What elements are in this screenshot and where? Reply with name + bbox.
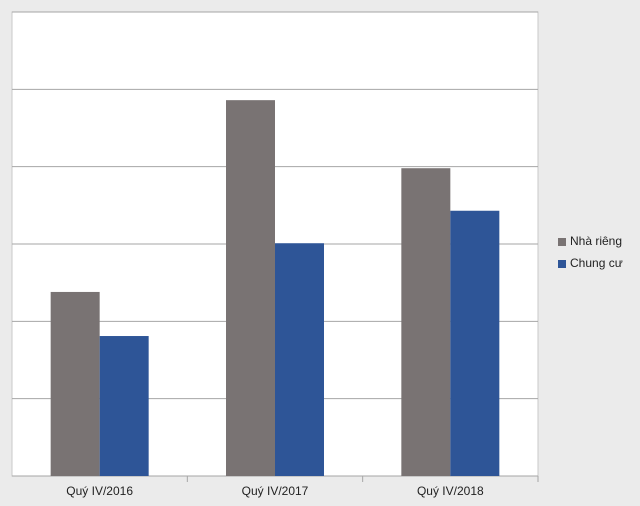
legend-swatch xyxy=(558,238,566,246)
bar xyxy=(275,243,324,476)
bar xyxy=(99,336,149,476)
bar xyxy=(450,210,500,476)
legend-label: Nhà riêng xyxy=(570,234,622,248)
legend-swatch xyxy=(558,260,566,268)
x-tick-label: Quý IV/2018 xyxy=(417,484,484,498)
bar xyxy=(401,168,451,477)
legend-label: Chung cư xyxy=(570,256,623,270)
bar xyxy=(50,291,100,476)
bar xyxy=(226,100,275,476)
x-tick-label: Quý IV/2016 xyxy=(66,484,133,498)
x-tick-label: Quý IV/2017 xyxy=(242,484,309,498)
